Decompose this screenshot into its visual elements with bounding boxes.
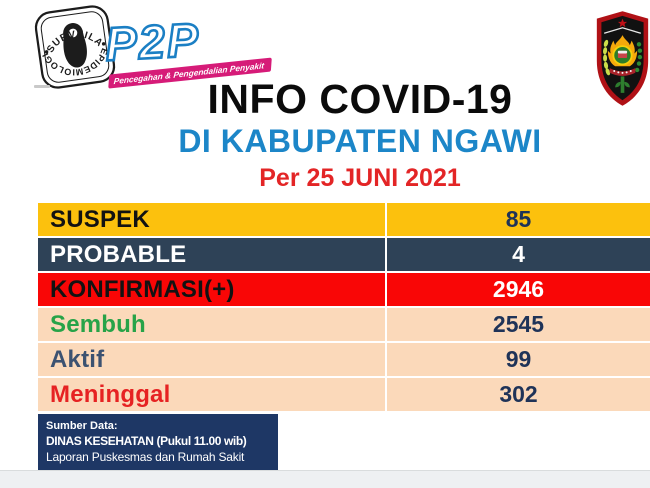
surveilans-epidemiologi-stamp-logo: SURVEILANS EPIDEMIOLOGI	[21, 0, 122, 90]
page-subtitle: DI KABUPATEN NGAWI	[178, 123, 542, 159]
table-row-probable: PROBABLE 4	[38, 238, 650, 271]
report-date: Per 25 JUNI 2021	[259, 164, 461, 192]
source-label: Sumber Data:	[46, 420, 118, 432]
table-row-konfirmasi: KONFIRMASI(+) 2946	[38, 273, 650, 306]
footer-strip	[0, 470, 650, 488]
source-agency: DINAS KESEHATAN (Pukul 11.00 wib)	[46, 434, 247, 448]
table-row-aktif: Aktif 99	[38, 343, 650, 376]
row-label: Aktif	[50, 345, 105, 373]
table-row-suspek: SUSPEK 85	[38, 203, 650, 236]
p2p-logo-text: P2P	[103, 11, 203, 71]
row-label: KONFIRMASI(+)	[50, 275, 235, 303]
row-value: 4	[385, 238, 650, 271]
row-value: 2545	[385, 308, 650, 341]
row-label: Meninggal	[50, 380, 171, 408]
row-value: 85	[385, 203, 650, 236]
table-row-meninggal: Meninggal 302	[38, 378, 650, 411]
covid-stats-table: SUSPEK 85 PROBABLE 4 KONFIRMASI(+) 2946 …	[38, 203, 650, 413]
crest-icon	[596, 11, 649, 106]
source-detail: Laporan Puskesmas dan Rumah Sakit	[46, 450, 245, 464]
ngawi-regency-crest	[595, 10, 650, 107]
stamp-icon: SURVEILANS EPIDEMIOLOGI	[21, 0, 116, 89]
row-label: PROBABLE	[50, 240, 187, 268]
row-label: SUSPEK	[50, 205, 150, 233]
table-row-sembuh: Sembuh 2545	[38, 308, 650, 341]
data-source-box: Sumber Data: DINAS KESEHATAN (Pukul 11.0…	[38, 414, 278, 474]
row-value: 302	[385, 378, 650, 411]
row-value: 2946	[385, 273, 650, 306]
row-label: Sembuh	[50, 310, 146, 338]
page-title: INFO COVID-19	[207, 76, 513, 122]
row-value: 99	[385, 343, 650, 376]
stamp-watermark	[34, 85, 50, 88]
